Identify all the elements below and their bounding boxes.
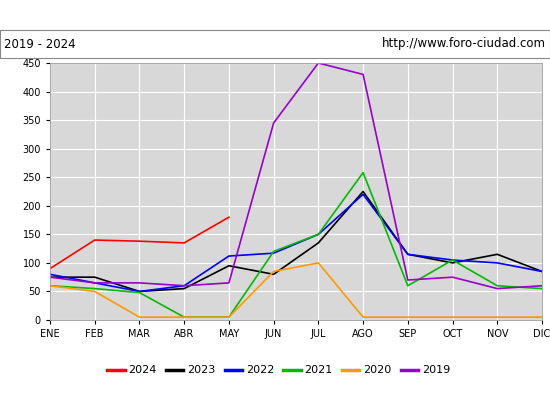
Text: http://www.foro-ciudad.com: http://www.foro-ciudad.com: [382, 38, 546, 50]
Text: 2021: 2021: [304, 365, 333, 375]
Text: 2023: 2023: [187, 365, 215, 375]
Text: 2019: 2019: [422, 365, 450, 375]
Text: 2019 - 2024: 2019 - 2024: [4, 38, 76, 50]
Text: 2020: 2020: [363, 365, 391, 375]
Text: 2022: 2022: [246, 365, 274, 375]
Text: 2024: 2024: [128, 365, 157, 375]
Text: Evolucion Nº Turistas Extranjeros en el municipio de Gualta: Evolucion Nº Turistas Extranjeros en el …: [57, 8, 493, 22]
